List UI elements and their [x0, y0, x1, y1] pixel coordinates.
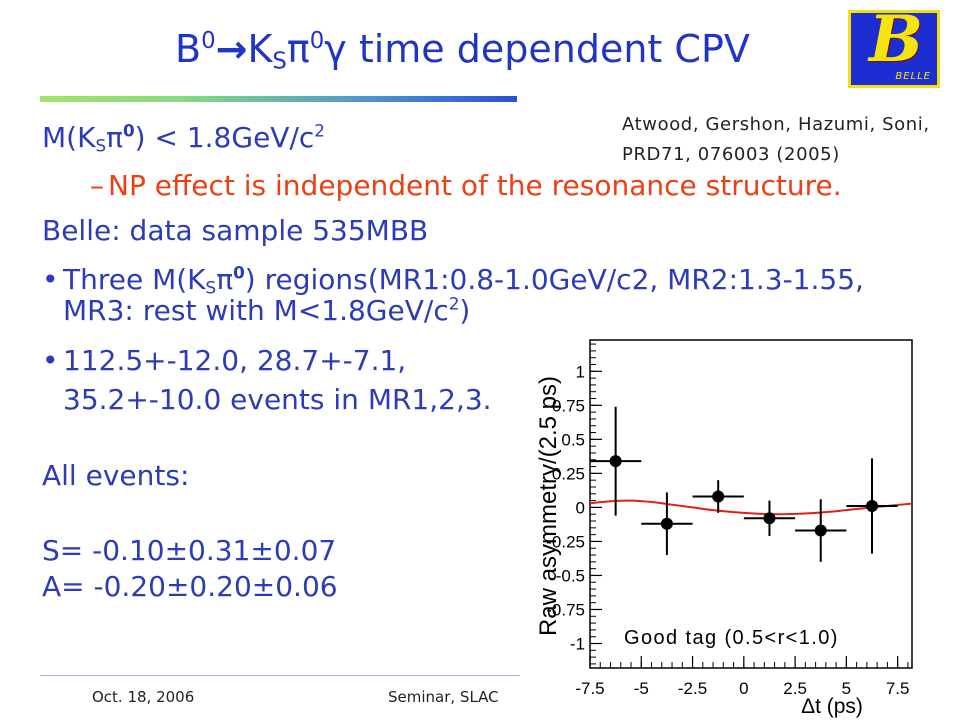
mass-cut-text: M(K	[42, 121, 96, 154]
footer-date: Oct. 18, 2006	[92, 688, 195, 706]
slide-title: B0→KSπ0γ time dependent CPV	[175, 27, 750, 72]
title-pi-superscript: 0	[309, 27, 325, 54]
x-tick-label: -2.5	[678, 679, 707, 698]
logo-text: BELLE	[895, 71, 931, 82]
data-sample-line: Belle: data sample 535MBB	[42, 214, 429, 247]
x-axis-label: Δt (ps)	[801, 695, 863, 718]
mass-cut-value: ) < 1.8GeV/c	[134, 121, 315, 154]
reference-journal: PRD71, 076003 (2005)	[622, 144, 840, 165]
data-marker	[763, 512, 776, 525]
logo-letter: B	[869, 10, 924, 77]
title-b: B	[175, 27, 202, 71]
s-parameter: S= -0.10±0.31±0.07	[42, 534, 337, 567]
yields-line-1: 112.5+-12.0, 28.7+-7.1,	[63, 344, 407, 377]
np-note-dash: –	[90, 169, 104, 202]
y-tick-label: -1	[570, 635, 585, 654]
tag-annotation: Good tag (0.5<r<1.0)	[624, 627, 839, 649]
title-k: K	[247, 27, 273, 71]
pi-superscript: 0	[122, 120, 135, 141]
reference-authors: Atwood, Gershon, Hazumi, Soni,	[622, 114, 930, 135]
regions-bullet: •	[42, 263, 59, 296]
y-tick-label: 1	[576, 362, 585, 381]
a-parameter: A= -0.20±0.20±0.06	[42, 570, 338, 603]
y-tick-label: -0.25	[546, 532, 585, 551]
y-tick-label: 0.5	[561, 430, 585, 449]
y-tick-label: 0.75	[552, 396, 585, 415]
fit-curve	[589, 499, 913, 516]
mass-cut-line: M(KSπ0) < 1.8GeV/c2	[42, 120, 325, 154]
c-squared-superscript: 2	[314, 120, 325, 141]
regions-line-1: Three M(KSπ0) regions(MR1:0.8-1.0GeV/c2,…	[63, 262, 864, 296]
title-gamma: γ	[324, 27, 347, 71]
x-tick-label: 5	[842, 679, 851, 698]
x-tick-label: 2.5	[783, 679, 807, 698]
all-events-label: All events:	[42, 459, 190, 492]
ks-subscript: S	[95, 135, 107, 156]
x-tick-label: 7.5	[886, 679, 910, 698]
x-tick-label: -5	[634, 679, 649, 698]
data-marker	[814, 524, 827, 537]
title-text: time dependent CPV	[346, 27, 750, 71]
title-accent-bar	[40, 96, 517, 102]
footer-rule	[40, 675, 520, 676]
y-tick-label: -0.75	[546, 600, 585, 619]
data-marker	[660, 517, 673, 530]
regions-close-paren: )	[459, 294, 471, 327]
pi-symbol: π	[216, 263, 234, 296]
ks-subscript: S	[205, 277, 217, 298]
title-k-subscript: S	[272, 48, 287, 75]
title-b-superscript: 0	[201, 27, 216, 54]
x-tick-label: 0	[739, 679, 748, 698]
yields-bullet: •	[42, 344, 59, 377]
plot-layer: Raw asymmetry/(2.5 ps) Δt (ps) Good tag …	[535, 339, 913, 718]
data-marker	[866, 500, 879, 513]
y-axis-label: Raw asymmetry/(2.5 ps)	[535, 376, 562, 636]
yields-line-2: 35.2+-10.0 events in MR1,2,3.	[63, 383, 492, 416]
regions-line-2: MR3: rest with M<1.8GeV/c2)	[63, 293, 471, 327]
pi-superscript: 0	[233, 262, 245, 283]
y-tick-label: -0.5	[556, 566, 585, 585]
y-tick-label: 0.25	[552, 464, 585, 483]
y-tick-label: 0	[576, 498, 585, 517]
data-marker	[609, 455, 622, 468]
pi-symbol: π	[106, 121, 123, 154]
regions-definition: ) regions(MR1:0.8-1.0GeV/c2, MR2:1.3-1.5…	[244, 263, 864, 296]
title-arrow: →	[215, 27, 248, 71]
regions-text: Three M(K	[63, 263, 206, 296]
regions-mr3-text: MR3: rest with M<1.8GeV/c	[63, 294, 449, 327]
title-pi: π	[286, 27, 310, 71]
np-note-text: NP effect is independent of the resonanc…	[108, 169, 842, 202]
data-marker	[712, 490, 725, 503]
belle-logo: B BELLE	[848, 10, 940, 88]
x-tick-label: -7.5	[575, 679, 604, 698]
c-squared-superscript: 2	[448, 293, 460, 314]
asymmetry-plot: Raw asymmetry/(2.5 ps) Δt (ps) Good tag …	[535, 339, 913, 718]
plot-frame	[589, 339, 913, 669]
footer-venue: Seminar, SLAC	[388, 688, 499, 706]
